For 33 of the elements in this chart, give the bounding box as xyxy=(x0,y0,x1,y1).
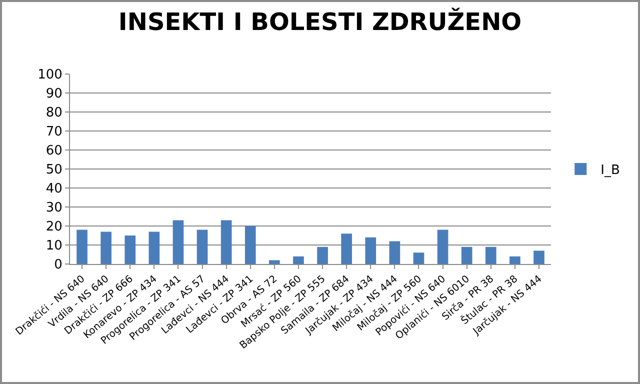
bar xyxy=(196,230,208,264)
bar xyxy=(148,232,160,264)
y-tick-label: 50 xyxy=(46,162,62,178)
bar xyxy=(293,256,304,264)
y-tick-label: 10 xyxy=(46,238,62,254)
y-tick-label: 20 xyxy=(46,220,62,235)
y-tick-label: 90 xyxy=(46,86,62,102)
bar xyxy=(534,250,544,264)
y-tick-label: 60 xyxy=(46,144,62,159)
bar xyxy=(100,232,112,264)
bar xyxy=(485,246,496,264)
y-tick-label: 30 xyxy=(46,200,62,216)
bar xyxy=(220,220,232,264)
bar xyxy=(437,230,448,264)
y-tick-label: 70 xyxy=(46,124,62,140)
bar xyxy=(244,226,256,264)
bar xyxy=(510,256,520,264)
legend-label: I_B xyxy=(600,163,620,178)
bar xyxy=(461,246,472,264)
y-tick-label: 0 xyxy=(54,258,62,273)
bar xyxy=(413,252,424,264)
y-tick-label: 40 xyxy=(46,182,62,197)
bar xyxy=(76,230,88,264)
bar xyxy=(269,260,280,264)
bar xyxy=(365,237,376,264)
bar xyxy=(317,246,328,264)
chart-title: INSEKTI I BOLESTI ZDRUŽENO xyxy=(118,7,522,36)
y-tick-label: 100 xyxy=(38,68,62,83)
y-tick-label: 80 xyxy=(46,106,62,121)
bar xyxy=(124,236,136,264)
bar xyxy=(389,241,400,264)
bar xyxy=(341,234,352,264)
bar xyxy=(172,220,184,264)
